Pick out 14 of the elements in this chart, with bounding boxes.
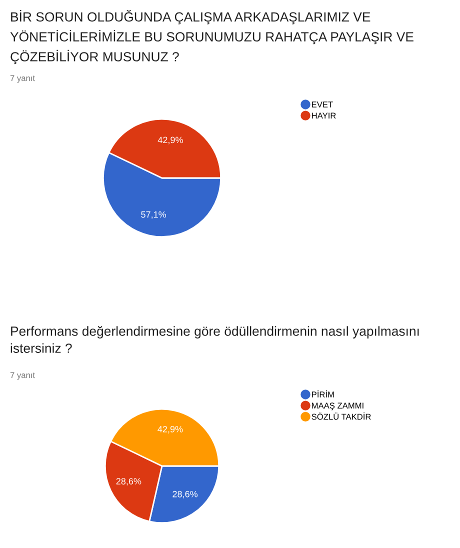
legend-label: PİRİM xyxy=(312,390,334,398)
text: 7 yanıt xyxy=(10,372,35,380)
legend-label: HAYIR xyxy=(312,112,336,118)
legend-label: MAAŞ ZAMMI xyxy=(312,402,364,410)
data-label: 42,9% xyxy=(158,136,183,144)
data-label: 57,1% xyxy=(141,211,166,219)
legend-label: EVET xyxy=(312,102,333,108)
chart-title: Performans değerlendirmesine göre ödüllendirmenin nasıl yapılmasını istersiniz ? xyxy=(10,326,419,353)
legend-label: SÖZLÜ TAKDİR xyxy=(312,412,371,420)
data-label: 28,6% xyxy=(172,490,198,498)
text: 7 yanıt xyxy=(10,75,35,83)
data-label: 28,6% xyxy=(116,478,142,486)
chart-title: BİR SORUN OLDUĞUNDA ÇALIŞMA ARKADAŞLARIMIZ VE YÖNETİCİLERİMİZLE BU SORUNUMUZU RAHATÇA PAYLAŞIR VE ÇÖZEBİLİYOR MUSUNUZ ? xyxy=(10,10,414,64)
data-label: 42,9% xyxy=(158,426,183,434)
